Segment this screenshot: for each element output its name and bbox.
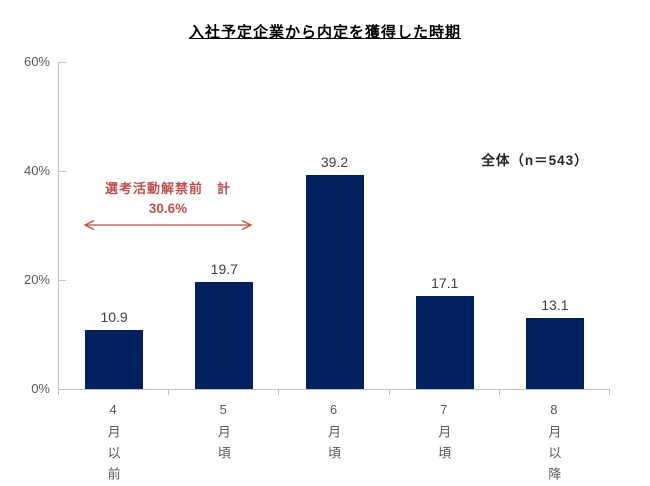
chart-title: 入社予定企業から内定を獲得した時期 [188, 24, 461, 41]
bar-value-label: 39.2 [320, 154, 349, 171]
bar-value-label: 13.1 [541, 296, 569, 313]
bar-7月頃 [415, 295, 474, 389]
annotation-text: 選考活動解禁前 計 [104, 181, 231, 196]
annotation: 選考活動解禁前 計 30.6% [82, 178, 254, 231]
x-axis-label: 7月頃 [389, 402, 499, 467]
double-arrow-icon [83, 219, 253, 231]
x-axis-label: 4月以前 [58, 402, 168, 486]
x-axis-tick [278, 389, 280, 395]
bar-5月頃 [195, 281, 254, 389]
bar-value-label: 19.7 [210, 260, 238, 277]
x-axis-label-text: 6月頃 [325, 402, 341, 467]
x-axis-label-text: 8月以降 [546, 402, 562, 486]
annotation-value: 30.6% [148, 201, 188, 216]
bar-value-label: 10.9 [100, 308, 128, 325]
x-axis-label-text: 7月頃 [436, 402, 452, 467]
x-axis-label: 8月以降 [499, 402, 609, 486]
y-axis-tick [59, 170, 66, 172]
x-axis-label: 6月頃 [278, 402, 388, 467]
plot-area: 10.9 19.7 39.2 17.1 13.1 [58, 61, 610, 390]
y-axis-tick [59, 61, 66, 63]
bar-4月以前 [85, 329, 144, 389]
x-axis-label-text: 4月以前 [105, 402, 121, 486]
x-axis-tick [609, 389, 610, 395]
bar-value-label: 17.1 [431, 274, 459, 291]
y-axis-label: 40% [23, 163, 50, 178]
x-axis-tick [388, 389, 390, 395]
y-axis-label: 60% [23, 54, 50, 69]
y-axis-label: 0% [31, 381, 50, 396]
x-axis-label-text: 5月頃 [215, 402, 231, 467]
x-axis-tick [168, 389, 170, 395]
x-axis-tick [498, 389, 500, 395]
sample-size-label: 全体（n＝543） [481, 153, 589, 168]
y-axis-label: 20% [23, 272, 50, 287]
y-axis-tick [59, 279, 66, 281]
bar-6月頃 [305, 175, 364, 389]
x-axis-tick [58, 389, 59, 395]
bar-8月以降 [525, 317, 584, 389]
x-axis-label: 5月頃 [168, 402, 278, 467]
